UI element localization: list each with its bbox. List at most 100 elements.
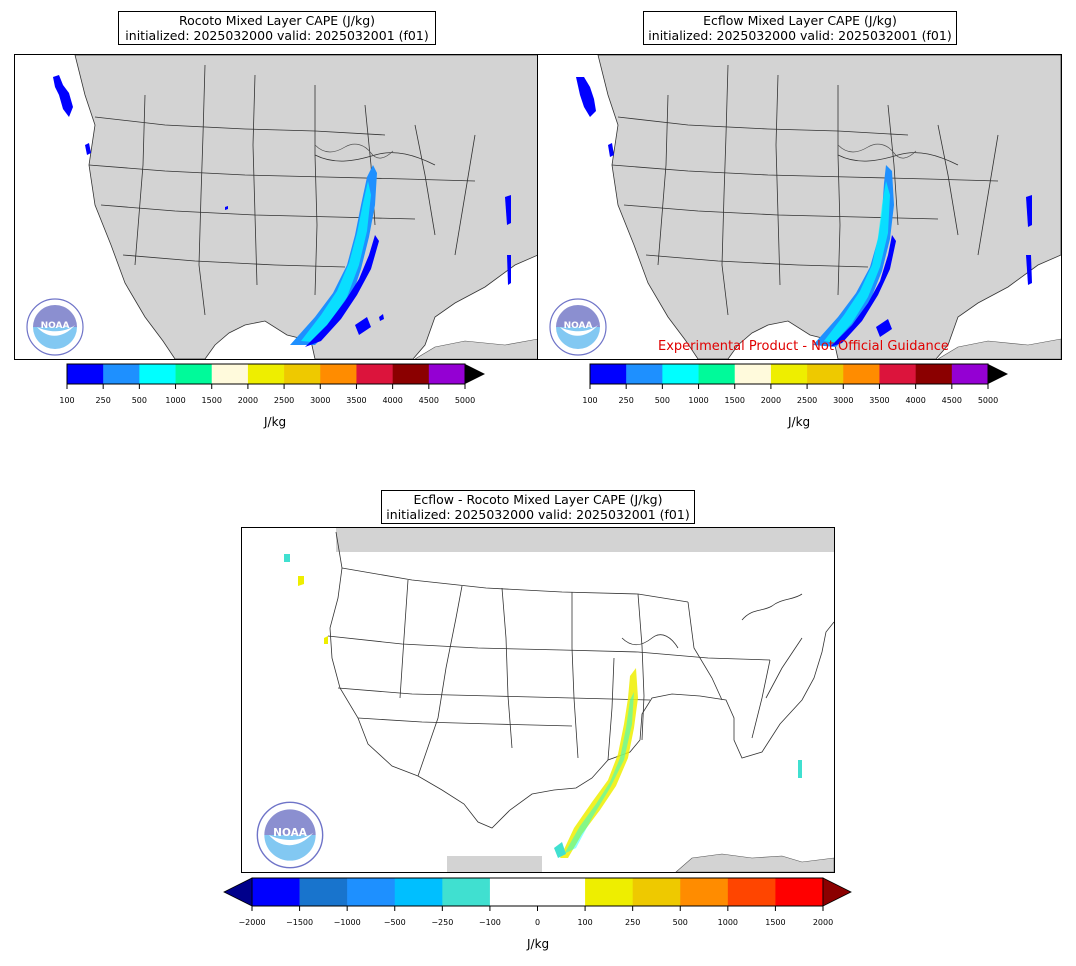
colorbar-tick-label: 4500 bbox=[419, 396, 439, 405]
colorbar-tick-label: −2000 bbox=[238, 918, 265, 927]
colorbar-tick-label: −1000 bbox=[334, 918, 361, 927]
panel1-title-line1: Rocoto Mixed Layer CAPE (J/kg) bbox=[178, 13, 376, 28]
great-lakes-outline bbox=[837, 143, 917, 159]
colorbar-tick-label: 1500 bbox=[725, 396, 745, 405]
colorbar-tick-label: 500 bbox=[132, 396, 147, 405]
colorbar-swatch bbox=[537, 878, 586, 906]
colorbar-tick-label: 3000 bbox=[310, 396, 330, 405]
noaa-sky bbox=[33, 305, 77, 327]
experimental-disclaimer: Experimental Product - Not Official Guid… bbox=[658, 339, 949, 354]
panel1-colorbar-unit: J/kg bbox=[264, 415, 287, 429]
panel1-title: Rocoto Mixed Layer CAPE (J/kg) initializ… bbox=[118, 11, 436, 45]
colorbar-extend-arrow bbox=[988, 364, 1008, 384]
colorbar-tick-label: 100 bbox=[582, 396, 597, 405]
colorbar-swatch bbox=[632, 878, 681, 906]
state-line bbox=[937, 124, 959, 236]
state-line bbox=[611, 164, 999, 182]
colorbar-tick-label: −1500 bbox=[286, 918, 313, 927]
cape-swath-gulf bbox=[813, 165, 896, 347]
colorbar-swatch bbox=[392, 364, 430, 384]
colorbar-tick-label: 250 bbox=[96, 396, 111, 405]
state-line bbox=[657, 94, 669, 266]
panel1-cape-field bbox=[53, 75, 511, 347]
state-line bbox=[617, 116, 909, 136]
panel1-title-line2: initialized: 2025032000 valid: 202503200… bbox=[125, 28, 429, 43]
colorbar-tick-label: 5000 bbox=[455, 396, 475, 405]
colorbar-swatch bbox=[698, 364, 736, 384]
state-line bbox=[977, 134, 999, 256]
colorbar-tick-label: 100 bbox=[577, 918, 592, 927]
colorbar-extend-arrow bbox=[465, 364, 485, 384]
cape-swath-gulf bbox=[290, 165, 384, 347]
colorbar-swatch bbox=[175, 364, 213, 384]
colorbar-swatch bbox=[356, 364, 393, 384]
colorbar-swatch bbox=[879, 364, 916, 384]
state-line bbox=[721, 64, 729, 316]
panel2-cape-field bbox=[576, 77, 1032, 347]
colorbar-swatch bbox=[662, 364, 699, 384]
state-line bbox=[122, 254, 346, 268]
state-line bbox=[837, 152, 959, 166]
colorbar-swatch bbox=[103, 364, 140, 384]
colorbar-swatch bbox=[67, 364, 104, 384]
colorbar-swatch bbox=[489, 878, 538, 906]
colorbar-swatch bbox=[442, 878, 491, 906]
state-line bbox=[198, 64, 206, 316]
colorbar-tick-label: 3500 bbox=[869, 396, 889, 405]
noaa-bird bbox=[560, 325, 598, 336]
colorbar-swatch bbox=[626, 364, 663, 384]
state-line bbox=[94, 116, 386, 136]
colorbar-tick-label: −100 bbox=[479, 918, 501, 927]
noaa-sky bbox=[556, 305, 600, 327]
colorbar-tick-label: 5000 bbox=[978, 396, 998, 405]
colorbar-tick-label: 2000 bbox=[813, 918, 833, 927]
cape-specks bbox=[53, 75, 511, 285]
panel3-colorbar: −2000 −1500 −1000 −500 −250 −100 0 100 250 500 100… bbox=[223, 876, 854, 932]
state-line bbox=[454, 134, 476, 256]
noaa-logo-text: NOAA bbox=[41, 321, 70, 331]
panel3-map: NOAA bbox=[241, 527, 835, 873]
colorbar-tick-label: 1000 bbox=[688, 396, 708, 405]
panel1-map: NOAA bbox=[14, 54, 539, 360]
state-line bbox=[887, 104, 899, 226]
panel2-colorbar-unit: J/kg bbox=[788, 415, 811, 429]
colorbar-swatch bbox=[843, 364, 880, 384]
colorbar-extend-high bbox=[822, 877, 852, 907]
colorbar-swatch bbox=[139, 364, 176, 384]
colorbar-swatch bbox=[915, 364, 953, 384]
panel2-title: Ecflow Mixed Layer CAPE (J/kg) initializ… bbox=[643, 11, 957, 45]
colorbar-swatch bbox=[585, 878, 633, 906]
colorbar-swatch bbox=[394, 878, 443, 906]
colorbar-swatch bbox=[680, 878, 729, 906]
colorbar-tick-label: 2500 bbox=[797, 396, 817, 405]
state-line bbox=[314, 152, 436, 166]
colorbar-swatch bbox=[284, 364, 321, 384]
noaa-logo-text: NOAA bbox=[273, 827, 308, 839]
land-mass bbox=[74, 55, 538, 359]
caribbean-land bbox=[937, 338, 1061, 359]
panel2-title-line1: Ecflow Mixed Layer CAPE (J/kg) bbox=[703, 13, 897, 28]
colorbar-tick-label: −250 bbox=[431, 918, 453, 927]
noaa-bird bbox=[269, 832, 314, 846]
colorbar-swatch bbox=[590, 364, 627, 384]
panel3-title-line2: initialized: 2025032000 valid: 202503200… bbox=[386, 507, 690, 522]
state-line bbox=[837, 85, 841, 296]
noaa-bird bbox=[37, 325, 75, 336]
panel3-diff-field bbox=[284, 554, 802, 858]
colorbar-swatch bbox=[727, 878, 776, 906]
colorbar-tick-label: 4000 bbox=[382, 396, 402, 405]
colorbar-swatch bbox=[807, 364, 844, 384]
panel3-title: Ecflow - Rocoto Mixed Layer CAPE (J/kg) … bbox=[381, 490, 695, 524]
panel3-title-line1: Ecflow - Rocoto Mixed Layer CAPE (J/kg) bbox=[413, 492, 663, 507]
colorbar-tick-label: 4000 bbox=[905, 396, 925, 405]
colorbar-swatch bbox=[252, 878, 300, 906]
panel2-title-line2: initialized: 2025032000 valid: 202503200… bbox=[648, 28, 952, 43]
colorbar-swatch bbox=[247, 364, 285, 384]
colorbar-tick-label: 1000 bbox=[165, 396, 185, 405]
state-line bbox=[252, 74, 258, 286]
state-line bbox=[645, 254, 869, 268]
colorbar-tick-label: 3000 bbox=[833, 396, 853, 405]
colorbar-tick-label: −500 bbox=[384, 918, 406, 927]
state-line bbox=[134, 94, 146, 266]
great-lakes-outline bbox=[314, 143, 394, 159]
